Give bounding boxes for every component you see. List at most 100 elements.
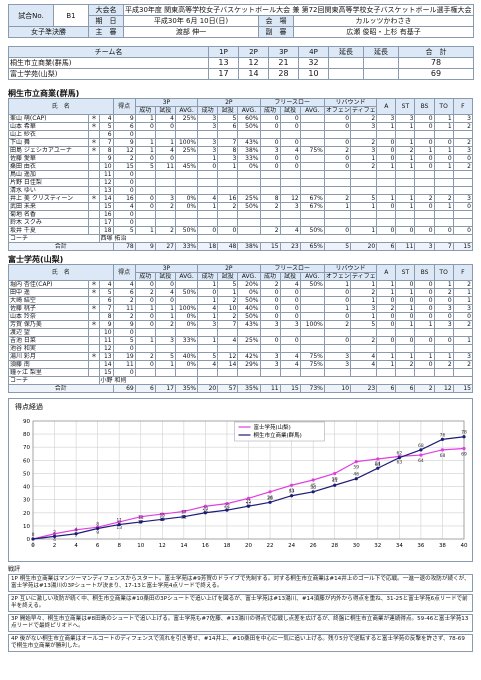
cell: AVG.	[237, 106, 261, 115]
cell: 0	[414, 304, 435, 313]
cell: 0	[323, 138, 352, 147]
cell: ＊	[88, 304, 100, 313]
cell: 3	[154, 194, 176, 203]
cell: 4	[154, 288, 176, 297]
cell: 3	[197, 122, 219, 131]
cell: 12	[433, 384, 454, 393]
cell	[134, 218, 156, 227]
cell: BS	[414, 264, 435, 281]
value-label: 41	[289, 488, 295, 494]
venue: カルッツかわさき	[293, 15, 474, 27]
cell: 3	[197, 146, 219, 155]
x-tick-label: 6	[96, 543, 100, 549]
player-row: 鐘ヶ江 梨里 15 0	[7, 368, 474, 377]
cell	[395, 178, 416, 187]
cell: 峯山 萌(CAP)	[7, 114, 90, 123]
cell: 0	[414, 226, 435, 235]
point	[268, 490, 272, 494]
cell: BS	[414, 98, 435, 115]
cell: 1	[154, 138, 176, 147]
player-row: 清水 ゆい 13 0	[7, 186, 474, 195]
cell: 1	[395, 162, 416, 171]
cell: 2	[154, 202, 176, 211]
cell: 1	[134, 336, 156, 345]
cell: 0	[259, 336, 281, 345]
cell	[376, 218, 397, 227]
cell: 0	[414, 312, 435, 321]
cell: 0	[279, 288, 301, 297]
cell: 13	[98, 352, 114, 361]
cell: 4	[154, 114, 176, 123]
point	[440, 448, 445, 452]
cell	[350, 186, 378, 195]
cell: 4	[279, 352, 301, 361]
cell: 4	[154, 146, 176, 155]
cell: 0%	[174, 194, 199, 203]
cell: 1	[134, 114, 156, 123]
cell: 山本 希華	[7, 122, 90, 131]
cell: 5	[217, 280, 239, 289]
cell: 32	[298, 57, 329, 69]
cell: 2	[452, 122, 474, 131]
cell: 3	[279, 202, 301, 211]
cell: 1	[134, 226, 156, 235]
note-paragraph: 4P 後がない桐生市立商業はオールコートのディフェンスで流れを引き寄せ、#14井…	[8, 634, 473, 652]
cell	[154, 218, 176, 227]
cell	[217, 328, 239, 337]
cell: 2	[350, 138, 378, 147]
value-label: 2	[53, 529, 56, 535]
cell: 1	[376, 280, 397, 289]
cell	[323, 178, 352, 187]
player-row: 片野 日佳梨 12 0	[7, 178, 474, 187]
cell	[414, 368, 435, 377]
match-no: B1	[53, 4, 89, 27]
header-table: 試合No. B1 大会名 平成30年度 関東高等学校女子バスケットボール大会 兼 第7…	[8, 4, 474, 38]
cell: 1	[452, 288, 474, 297]
cell: 0	[134, 312, 156, 321]
player-row: 田中 遥＊ 5 6 2 4 50% 0 1 0% 0 0 0 2 1 1 0 2 1	[7, 288, 474, 297]
cell: 1	[323, 202, 352, 211]
cell: F	[452, 98, 474, 115]
cell: 田中 遥	[7, 288, 90, 297]
cell	[299, 186, 325, 195]
cell: 48	[217, 242, 239, 251]
cell: 17	[208, 68, 239, 80]
cell: 0	[112, 186, 136, 195]
cell: 8	[217, 146, 239, 155]
cell: 3	[350, 146, 378, 155]
cell: 堀内 杏佳(CAP)	[7, 280, 90, 289]
cell	[452, 130, 474, 139]
cell: 1	[350, 226, 378, 235]
cell: 2	[452, 138, 474, 147]
cell	[154, 344, 176, 353]
value-label: 8	[96, 522, 99, 528]
cell	[174, 296, 199, 305]
cell	[376, 328, 397, 337]
cell: 40%	[237, 304, 261, 313]
cell: 池谷 和実	[7, 344, 90, 353]
point	[225, 508, 229, 512]
cell	[259, 344, 281, 353]
point	[462, 435, 466, 439]
point	[225, 502, 229, 506]
cell: 0	[112, 368, 136, 377]
cell: 50%	[237, 296, 261, 305]
player-row: 池谷 和実 12 0	[7, 344, 474, 353]
cell: 成功	[134, 272, 156, 281]
cell	[197, 376, 473, 385]
team-label: 富士学苑(山梨)	[8, 255, 64, 264]
cell	[323, 344, 352, 353]
cell	[259, 368, 281, 377]
coach-row: コーチ 西塚 拓治	[8, 234, 473, 243]
cell: 0	[323, 336, 352, 345]
cell: 1	[197, 280, 219, 289]
cell: 10	[298, 68, 329, 80]
cell: 1	[134, 146, 156, 155]
cell: 6	[395, 384, 416, 393]
cell: 1	[433, 146, 454, 155]
player-row: 山本 玲奈 8 2 0 1 0% 1 2 50% 0 0 0 1 0 0 0 0 0	[7, 312, 474, 321]
cell: 0	[323, 296, 352, 305]
cell: 1	[395, 288, 416, 297]
cell: ST	[395, 264, 416, 281]
cell: 0	[433, 226, 454, 235]
